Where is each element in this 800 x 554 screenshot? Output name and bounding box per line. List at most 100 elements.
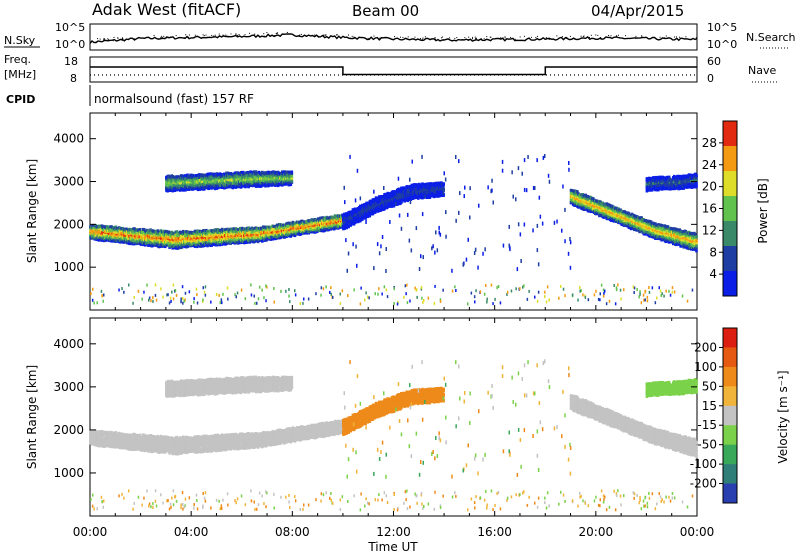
nsky-line — [89, 33, 698, 44]
nsearch-dot — [99, 38, 101, 40]
data-cell — [276, 231, 280, 235]
nsearch-dot — [185, 34, 187, 36]
nsearch-dot — [300, 33, 302, 35]
nsearch-dot — [462, 39, 464, 41]
nsearch-dot — [616, 35, 618, 37]
nsearch-dot — [625, 35, 627, 37]
nsearch-dot — [634, 37, 636, 39]
data-cell — [301, 228, 304, 232]
freq-line — [90, 66, 697, 76]
nsearch-dot — [424, 36, 426, 38]
nsearch-dot — [97, 38, 99, 40]
freq-panel: Freq. [MHz] 18 8 60 0 Nave — [4, 53, 778, 85]
nsearch-dot — [665, 35, 667, 37]
nsky-label: N.Sky — [4, 34, 36, 47]
data-cell — [205, 238, 208, 242]
nsearch-dot — [442, 36, 444, 38]
data-cell — [284, 182, 287, 186]
data-cell — [577, 192, 580, 196]
data-cell — [218, 172, 222, 176]
beam-title: Beam 00 — [352, 2, 419, 20]
data-cell — [186, 240, 189, 243]
data-cell — [270, 235, 274, 239]
nsearch-dot — [510, 36, 512, 38]
nsearch-dot — [610, 35, 612, 37]
nsearch-dot — [153, 34, 155, 36]
nsearch-dot — [421, 38, 423, 40]
nsearch-dot — [583, 37, 585, 39]
data-cell — [289, 183, 293, 186]
data-cell — [442, 187, 445, 191]
cpid-text: normalsound (fast) 157 RF — [94, 92, 254, 106]
data-cell — [415, 183, 419, 187]
data-cell — [213, 231, 217, 234]
nsearch-dot — [347, 34, 349, 36]
nsearch-dot — [588, 36, 590, 38]
data-cell — [364, 216, 367, 220]
data-cell — [256, 240, 260, 244]
data-cell — [383, 195, 386, 199]
data-cell — [638, 220, 641, 224]
nsearch-dot — [422, 37, 424, 39]
data-cell — [140, 240, 144, 243]
nsearch-dot — [235, 34, 237, 36]
nsearch-dot — [367, 37, 369, 39]
nsearch-dot — [227, 36, 229, 38]
data-cell — [261, 239, 264, 243]
data-cell — [392, 204, 396, 208]
nsearch-dot — [474, 38, 476, 40]
nsearch-dot — [117, 37, 119, 39]
nsearch-dot — [659, 36, 661, 38]
nsearch-dot — [442, 39, 444, 41]
nsearch-dot — [489, 36, 491, 38]
nsearch-dot — [324, 34, 326, 36]
data-cell — [172, 240, 176, 244]
nsearch-dot — [483, 38, 485, 40]
data-cell — [182, 229, 185, 233]
data-cell — [206, 230, 209, 234]
nsearch-dot — [667, 37, 669, 39]
nsearch-dot — [143, 37, 145, 39]
nsearch-dot — [561, 36, 563, 38]
nsearch-dot — [163, 35, 165, 37]
nsearch-dot — [161, 36, 163, 38]
nsearch-dot — [480, 38, 482, 40]
data-cell — [341, 222, 344, 226]
data-cell — [161, 239, 165, 242]
data-cell — [440, 181, 443, 185]
nsearch-dot — [649, 38, 651, 40]
nsearch-dot — [434, 38, 436, 40]
nsearch-dot — [122, 38, 124, 40]
nave-tick-low: 0 — [707, 72, 714, 85]
data-cell — [301, 219, 304, 223]
data-cell — [224, 228, 227, 232]
nsearch-dot — [175, 35, 177, 37]
nsearch-dot — [225, 34, 227, 36]
nsearch-dot — [202, 34, 204, 36]
nsearch-dot — [263, 33, 265, 35]
nsearch-dot — [419, 38, 421, 40]
nsearch-dot — [402, 37, 404, 39]
data-cell — [380, 197, 383, 201]
data-cell — [293, 234, 297, 238]
nsearch-dot — [213, 35, 215, 37]
nsearch-dot — [324, 34, 326, 36]
data-cell — [164, 245, 167, 249]
nsearch-dot — [471, 39, 473, 41]
nsky-tick-low: 10^0 — [55, 38, 85, 51]
nsearch-dot — [276, 33, 278, 35]
nsearch-dot — [456, 37, 458, 39]
nsearch-dot — [214, 34, 216, 36]
nsearch-dot — [116, 37, 118, 39]
nsearch-dot — [160, 35, 162, 37]
data-cell — [171, 246, 174, 250]
nsearch-dot — [352, 37, 354, 39]
nsearch-dot — [238, 33, 240, 35]
nsearch-dot — [258, 35, 260, 37]
data-cell — [286, 172, 289, 176]
nsearch-dot — [265, 35, 267, 37]
nsearch-dot — [608, 35, 610, 37]
data-cell — [371, 212, 375, 216]
